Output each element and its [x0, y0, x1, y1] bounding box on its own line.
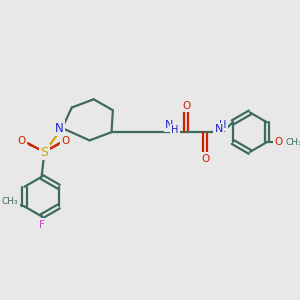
Text: H: H: [171, 125, 179, 135]
Text: O: O: [274, 137, 283, 147]
Text: CH₃: CH₃: [2, 197, 19, 206]
Text: S: S: [40, 146, 48, 159]
Text: CH₃: CH₃: [286, 138, 300, 147]
Text: O: O: [182, 100, 190, 111]
Text: N: N: [165, 120, 173, 130]
Text: O: O: [61, 136, 70, 146]
Text: N: N: [214, 124, 223, 134]
Text: H: H: [219, 120, 226, 130]
Text: F: F: [39, 220, 45, 230]
Text: N: N: [55, 122, 63, 135]
Text: O: O: [201, 154, 209, 164]
Text: O: O: [18, 136, 26, 146]
